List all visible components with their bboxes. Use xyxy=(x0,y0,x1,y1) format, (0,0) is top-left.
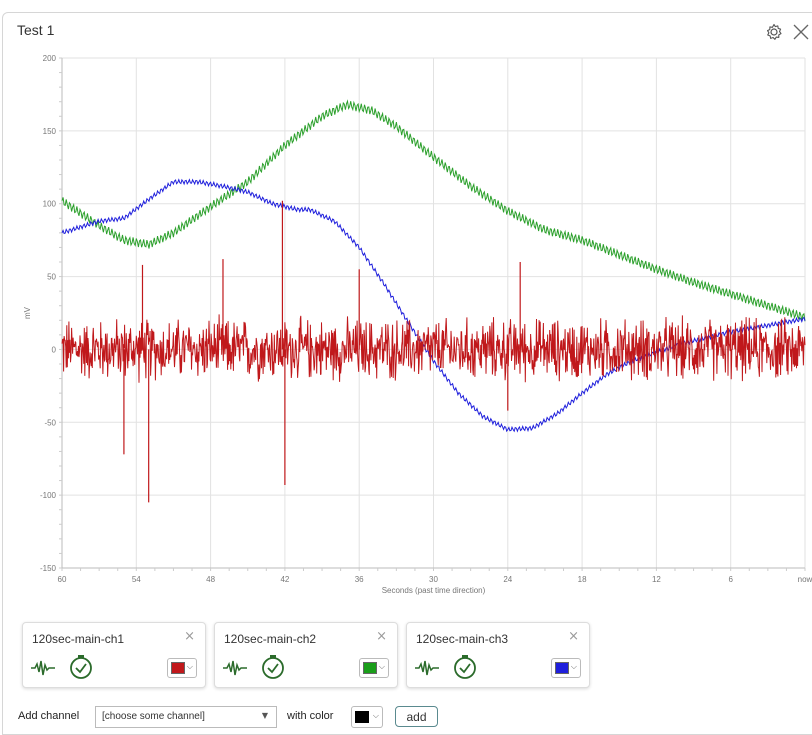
chevron-down-icon: ⌵ xyxy=(372,711,379,720)
x-axis-title: Seconds (past time direction) xyxy=(382,586,486,595)
color-swatch xyxy=(555,662,569,674)
chart-series xyxy=(61,99,806,503)
y-axis-title: mV xyxy=(23,306,32,319)
channel-color-picker[interactable]: ⌵ xyxy=(167,658,197,678)
signal-wave-icon[interactable] xyxy=(414,658,440,678)
y-tick-label: 100 xyxy=(43,200,57,209)
signal-wave-icon[interactable] xyxy=(222,658,248,678)
gear-icon[interactable] xyxy=(764,22,784,42)
chart-grid xyxy=(61,57,806,569)
y-tick-label: -150 xyxy=(40,564,57,573)
add-channel-label: Add channel xyxy=(18,710,80,722)
color-swatch xyxy=(355,711,369,723)
y-tick-label: 50 xyxy=(47,273,56,282)
channel-name: 120sec-main-ch2 xyxy=(224,632,317,646)
color-swatch xyxy=(363,662,377,674)
chart-axes xyxy=(59,57,806,571)
signal-wave-icon[interactable] xyxy=(30,658,56,678)
panel-title: Test 1 xyxy=(17,22,55,38)
channel-select[interactable]: [choose some channel] ▼ xyxy=(95,706,277,728)
remove-channel-button[interactable]: × xyxy=(376,629,387,644)
x-tick-label: 12 xyxy=(652,575,661,584)
y-tick-label: -100 xyxy=(40,491,57,500)
x-tick-label: 42 xyxy=(280,575,289,584)
new-channel-color-picker[interactable]: ⌵ xyxy=(351,706,383,728)
channel-select-value: [choose some channel] xyxy=(102,711,205,722)
with-color-label: with color xyxy=(287,710,334,722)
y-tick-label: 200 xyxy=(43,54,57,63)
x-tick-label: 36 xyxy=(355,575,364,584)
series-line-3 xyxy=(61,314,806,383)
x-tick-label: 6 xyxy=(728,575,733,584)
series-line-1 xyxy=(61,99,806,322)
x-tick-label: now xyxy=(798,575,812,584)
add-channel-button[interactable]: add xyxy=(395,706,438,727)
chevron-down-icon: ⌵ xyxy=(378,662,385,671)
y-tick-label: 150 xyxy=(43,127,57,136)
channel-name: 120sec-main-ch1 xyxy=(32,632,125,646)
dropdown-arrow-icon: ▼ xyxy=(261,711,268,720)
chevron-down-icon: ⌵ xyxy=(186,662,193,671)
x-tick-label: 24 xyxy=(503,575,512,584)
channel-color-picker[interactable]: ⌵ xyxy=(551,658,581,678)
x-tick-label: 18 xyxy=(578,575,587,584)
x-tick-label: 60 xyxy=(58,575,67,584)
channel-card-ch2: 120sec-main-ch2 × ⌵ xyxy=(214,622,398,688)
close-icon[interactable] xyxy=(791,22,811,42)
remove-channel-button[interactable]: × xyxy=(184,629,195,644)
timer-check-icon[interactable] xyxy=(260,654,286,680)
x-tick-label: 30 xyxy=(429,575,438,584)
x-tick-label: 48 xyxy=(206,575,215,584)
channel-color-picker[interactable]: ⌵ xyxy=(359,658,389,678)
y-tick-label: -50 xyxy=(44,418,56,427)
channel-name: 120sec-main-ch3 xyxy=(416,632,509,646)
channel-card-ch1: 120sec-main-ch1 × ⌵ xyxy=(22,622,206,688)
channel-card-ch3: 120sec-main-ch3 × ⌵ xyxy=(406,622,590,688)
chevron-down-icon: ⌵ xyxy=(570,662,577,671)
y-tick-label: 0 xyxy=(52,345,57,354)
color-swatch xyxy=(171,662,185,674)
timer-check-icon[interactable] xyxy=(452,654,478,680)
remove-channel-button[interactable]: × xyxy=(568,629,579,644)
timer-check-icon[interactable] xyxy=(68,654,94,680)
x-tick-label: 54 xyxy=(132,575,141,584)
